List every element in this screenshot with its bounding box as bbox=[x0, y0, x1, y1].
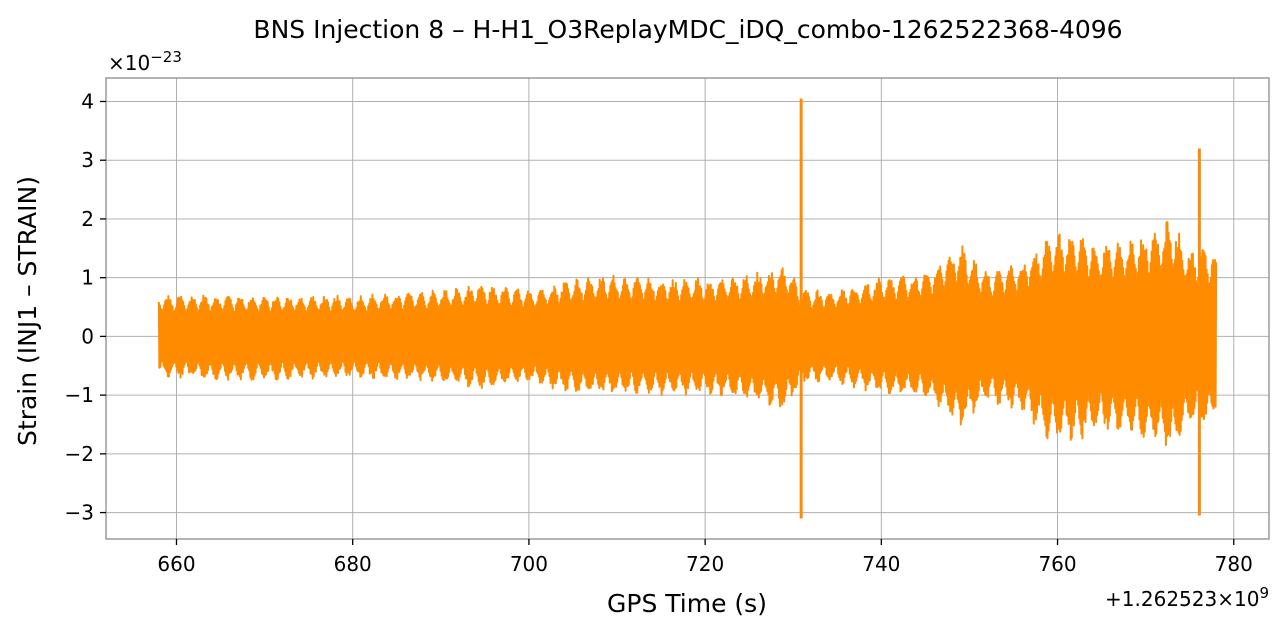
chart-title: BNS Injection 8 – H-H1_O3ReplayMDC_iDQ_c… bbox=[253, 15, 1122, 44]
data-series bbox=[157, 98, 1218, 519]
plot-frame bbox=[105, 77, 1270, 540]
y-tick-label: 1 bbox=[81, 266, 94, 290]
x-axis-label: GPS Time (s) bbox=[607, 589, 767, 618]
x-tick-label: 780 bbox=[1215, 552, 1253, 576]
x-tick-label: 680 bbox=[334, 552, 372, 576]
y-tick-label: −3 bbox=[65, 501, 94, 525]
strain-trace bbox=[157, 221, 1218, 447]
x-tick-label: 700 bbox=[510, 552, 548, 576]
x-offset-label: +1.262523×109 bbox=[1105, 584, 1269, 611]
y-tick-label: 2 bbox=[81, 207, 94, 231]
x-tick-label: 660 bbox=[157, 552, 195, 576]
y-tick-label: 3 bbox=[81, 148, 94, 172]
y-tick-label: −1 bbox=[65, 383, 94, 407]
y-tick-label: −2 bbox=[65, 442, 94, 466]
y-tick-label: 4 bbox=[81, 89, 94, 113]
x-tick-label: 760 bbox=[1038, 552, 1076, 576]
y-axis-label: Strain (INJ1 – STRAIN) bbox=[13, 176, 42, 446]
y-tick-label: 0 bbox=[81, 324, 94, 348]
x-tick-label: 720 bbox=[686, 552, 724, 576]
y-scale-label: ×10−23 bbox=[108, 48, 182, 75]
x-tick-label: 740 bbox=[862, 552, 900, 576]
axis-ticks: 660 680 700 720 740 760 780 −3 −2 −1 0 1 2 3 4 bbox=[65, 89, 1253, 576]
